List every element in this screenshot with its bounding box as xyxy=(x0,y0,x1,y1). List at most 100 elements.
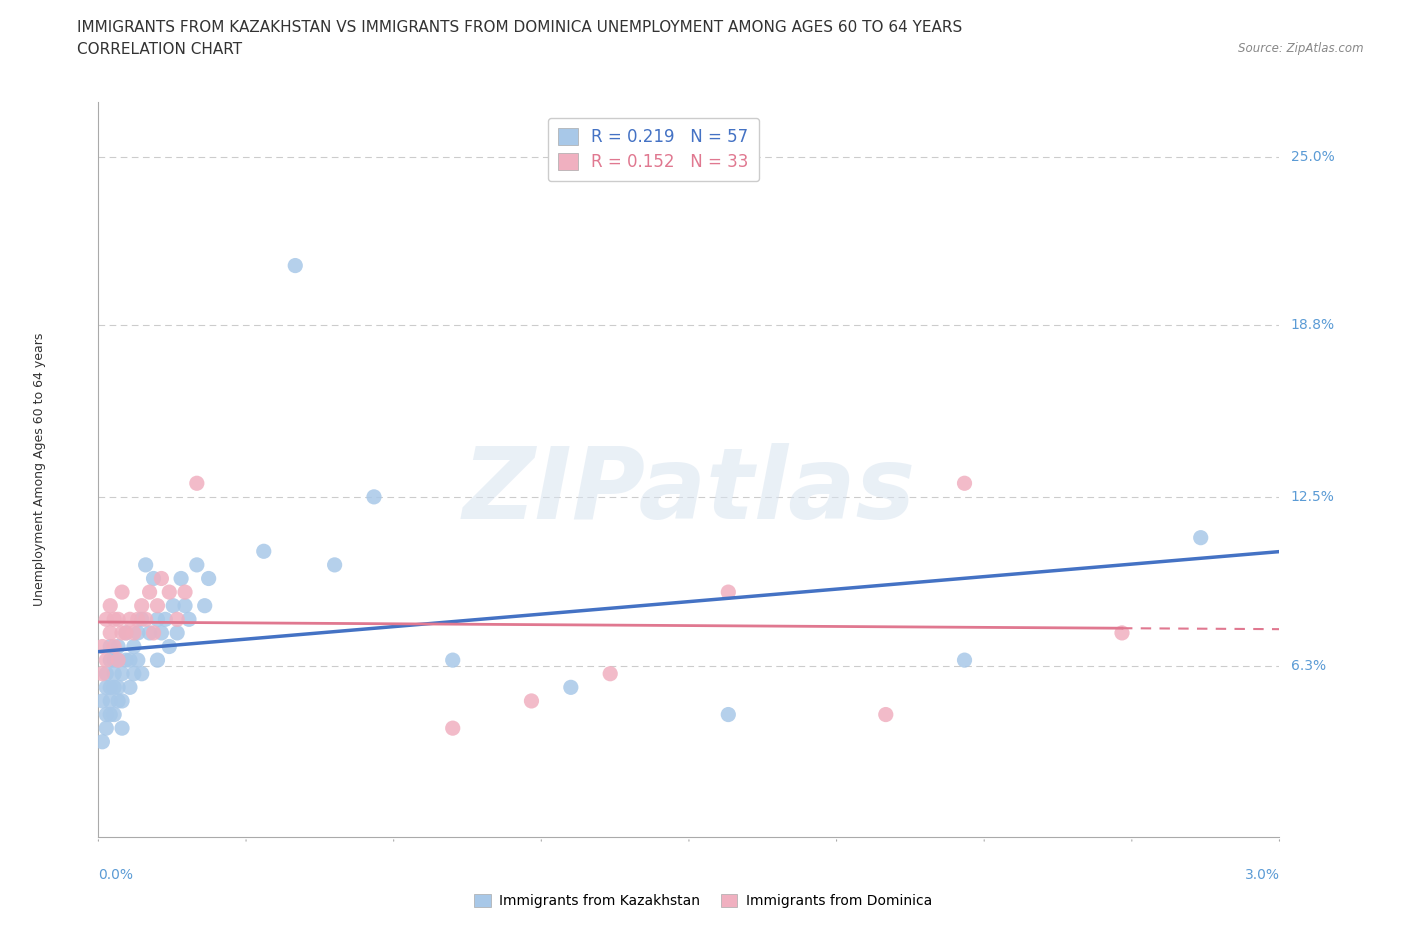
Point xyxy=(197,571,219,586)
Point xyxy=(186,476,208,491)
Point xyxy=(166,626,188,641)
Text: CORRELATION CHART: CORRELATION CHART xyxy=(77,42,242,57)
Point xyxy=(157,585,180,600)
Point xyxy=(107,694,129,709)
Point xyxy=(107,653,129,668)
Legend: R = 0.219   N = 57, R = 0.152   N = 33: R = 0.219 N = 57, R = 0.152 N = 33 xyxy=(548,118,759,181)
Point xyxy=(142,626,165,641)
Point xyxy=(127,612,149,627)
Point xyxy=(170,571,193,586)
Point xyxy=(146,612,169,627)
Point xyxy=(96,666,118,681)
Point xyxy=(284,259,307,273)
Point xyxy=(98,694,121,709)
Point xyxy=(122,666,145,681)
Point xyxy=(174,598,197,613)
Point xyxy=(118,612,141,627)
Point xyxy=(118,680,141,695)
Point xyxy=(98,707,121,722)
Point xyxy=(131,598,153,613)
Point xyxy=(717,707,740,722)
Point xyxy=(91,639,114,654)
Point xyxy=(520,694,543,709)
Point xyxy=(107,639,129,654)
Point xyxy=(103,666,125,681)
Point xyxy=(122,639,145,654)
Point xyxy=(157,639,180,654)
Text: 6.3%: 6.3% xyxy=(1291,658,1326,672)
Point xyxy=(91,666,114,681)
Point xyxy=(150,626,173,641)
Point xyxy=(146,653,169,668)
Point xyxy=(98,598,121,613)
Point xyxy=(111,585,134,600)
Point xyxy=(363,489,385,504)
Point xyxy=(953,653,976,668)
Point xyxy=(186,557,208,572)
Point xyxy=(560,680,582,695)
Point xyxy=(131,612,153,627)
Point xyxy=(146,598,169,613)
Point xyxy=(122,626,145,641)
Point xyxy=(1111,626,1133,641)
Point xyxy=(150,571,173,586)
Point xyxy=(135,612,157,627)
Point xyxy=(323,557,346,572)
Point xyxy=(135,557,157,572)
Legend: Immigrants from Kazakhstan, Immigrants from Dominica: Immigrants from Kazakhstan, Immigrants f… xyxy=(468,889,938,914)
Point xyxy=(103,680,125,695)
Point xyxy=(1189,530,1212,545)
Point xyxy=(177,612,200,627)
Point xyxy=(96,653,118,668)
Point xyxy=(953,476,976,491)
Point xyxy=(115,626,138,641)
Point xyxy=(103,653,125,668)
Point xyxy=(107,680,129,695)
Text: 3.0%: 3.0% xyxy=(1244,868,1279,882)
Point xyxy=(98,639,121,654)
Point xyxy=(717,585,740,600)
Point xyxy=(174,585,197,600)
Point xyxy=(131,666,153,681)
Point xyxy=(111,666,134,681)
Point xyxy=(96,721,118,736)
Point xyxy=(441,653,464,668)
Point xyxy=(96,707,118,722)
Point xyxy=(166,612,188,627)
Point xyxy=(599,666,621,681)
Text: IMMIGRANTS FROM KAZAKHSTAN VS IMMIGRANTS FROM DOMINICA UNEMPLOYMENT AMONG AGES 6: IMMIGRANTS FROM KAZAKHSTAN VS IMMIGRANTS… xyxy=(77,20,963,35)
Point xyxy=(96,612,118,627)
Point xyxy=(107,653,129,668)
Point xyxy=(115,653,138,668)
Point xyxy=(115,626,138,641)
Point xyxy=(111,626,134,641)
Point xyxy=(98,680,121,695)
Point xyxy=(138,585,160,600)
Point xyxy=(111,694,134,709)
Point xyxy=(111,721,134,736)
Point xyxy=(107,612,129,627)
Point xyxy=(441,721,464,736)
Point xyxy=(98,626,121,641)
Text: Source: ZipAtlas.com: Source: ZipAtlas.com xyxy=(1239,42,1364,55)
Point xyxy=(142,571,165,586)
Point xyxy=(155,612,177,627)
Point xyxy=(91,694,114,709)
Text: 18.8%: 18.8% xyxy=(1291,318,1334,332)
Point xyxy=(98,653,121,668)
Text: ZIPatlas: ZIPatlas xyxy=(463,444,915,540)
Point xyxy=(91,735,114,750)
Point xyxy=(875,707,897,722)
Point xyxy=(127,626,149,641)
Text: 12.5%: 12.5% xyxy=(1291,490,1334,504)
Point xyxy=(96,680,118,695)
Point xyxy=(253,544,276,559)
Text: 0.0%: 0.0% xyxy=(98,868,134,882)
Point xyxy=(127,653,149,668)
Text: Unemployment Among Ages 60 to 64 years: Unemployment Among Ages 60 to 64 years xyxy=(32,333,46,606)
Point xyxy=(138,626,160,641)
Point xyxy=(103,639,125,654)
Point xyxy=(162,598,184,613)
Point xyxy=(103,707,125,722)
Text: 25.0%: 25.0% xyxy=(1291,150,1334,164)
